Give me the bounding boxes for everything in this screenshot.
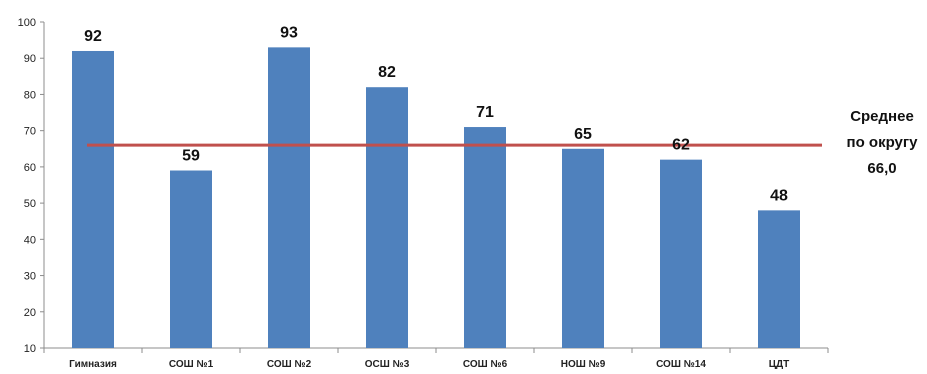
average-line-group: Среднее по округу 66,0 — [87, 108, 918, 177]
data-label: 48 — [770, 187, 788, 204]
y-tick-label: 40 — [24, 234, 36, 246]
x-tick-label: ЦДТ — [769, 359, 790, 370]
data-label: 65 — [574, 126, 592, 143]
bars — [72, 47, 800, 349]
y-tick-label: 50 — [24, 198, 36, 210]
data-label: 82 — [378, 64, 396, 81]
y-tick-label: 80 — [24, 89, 36, 101]
average-label-line: Среднее — [850, 108, 914, 125]
data-label: 59 — [182, 148, 200, 165]
x-tick-label: СОШ №2 — [267, 359, 312, 370]
y-tick-label: 10 — [24, 343, 36, 355]
data-labels: 92 59 93 82 71 65 62 48 — [84, 24, 788, 204]
y-axis: 10 20 30 40 50 60 70 80 90 100 — [18, 17, 45, 355]
bar — [660, 159, 702, 348]
y-tick-label: 60 — [24, 162, 36, 174]
x-tick-label: СОШ №1 — [169, 359, 214, 370]
x-tick-label: СОШ №14 — [656, 359, 706, 370]
y-tick-label: 90 — [24, 53, 36, 65]
x-tick-label: ОСШ №3 — [365, 359, 410, 370]
data-label: 92 — [84, 28, 102, 45]
x-axis: Гимназия СОШ №1 СОШ №2 ОСШ №3 СОШ №6 НОШ №9 СО… — [43, 347, 829, 370]
data-label: 62 — [672, 137, 690, 154]
bar — [366, 87, 408, 348]
bar — [758, 210, 800, 348]
bar — [268, 47, 310, 348]
average-label-line: 66,0 — [867, 160, 896, 177]
y-tick-label: 100 — [18, 17, 36, 29]
y-tick-label: 30 — [24, 271, 36, 283]
average-label-line: по округу — [847, 134, 919, 151]
bar — [170, 170, 212, 348]
data-label: 71 — [476, 104, 494, 121]
x-tick-label: СОШ №6 — [463, 359, 508, 370]
data-label: 93 — [280, 24, 298, 41]
x-tick-label: Гимназия — [69, 359, 117, 370]
y-tick-label: 70 — [24, 126, 36, 138]
x-tick-label: НОШ №9 — [561, 359, 606, 370]
bar — [562, 148, 604, 348]
bar — [72, 50, 114, 348]
bar — [464, 127, 506, 349]
y-tick-label: 20 — [24, 307, 36, 319]
